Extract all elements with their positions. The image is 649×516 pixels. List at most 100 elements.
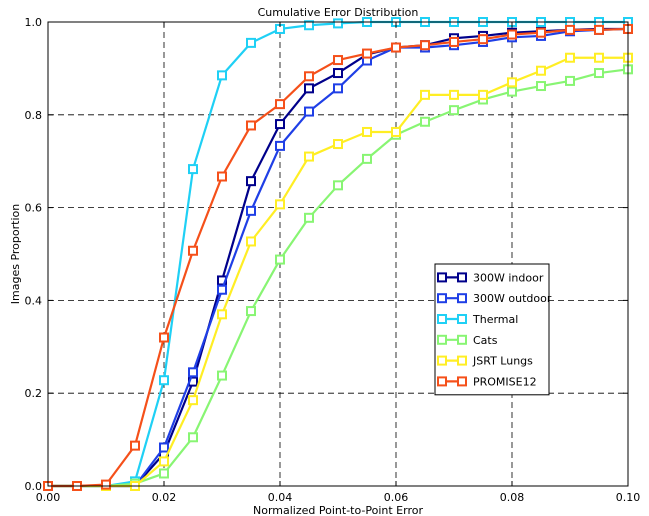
data-point [333,68,343,79]
plot-series [43,17,633,491]
data-point [391,126,401,137]
y-tick-label: 0.0 [25,480,43,493]
data-point [217,284,227,295]
legend-marker [457,314,467,324]
legend-item: PROMISE12 [437,375,537,388]
x-tick-label: 0.08 [500,491,525,504]
data-point [449,105,459,116]
data-point [362,126,372,137]
data-point [478,34,488,45]
data-point [536,65,546,76]
data-point [275,99,285,110]
legend-item: 300W indoor [437,271,544,284]
data-point [159,468,169,479]
data-point [333,139,343,150]
data-point [130,440,140,451]
legend-label: PROMISE12 [473,375,537,388]
x-tick-label: 0.00 [36,491,61,504]
data-point [594,24,604,35]
x-tick-label: 0.10 [616,491,641,504]
legend-label: Cats [473,334,498,347]
series-300w-indoor [43,23,633,491]
legend-marker [437,376,447,387]
data-point [217,70,227,81]
legend-marker [437,334,447,345]
data-point [217,171,227,182]
data-point [362,153,372,164]
series-line [48,27,629,488]
data-point [507,29,517,40]
data-point [275,140,285,151]
data-point [159,456,169,467]
data-point [594,68,604,79]
data-point [420,116,430,127]
y-tick-label: 0.8 [25,109,43,122]
legend: 300W indoor 300W outdoor Thermal Cats JSRT L… [434,263,552,396]
data-point [304,106,314,117]
data-point [304,20,314,31]
data-point [333,18,343,29]
data-point [507,77,517,88]
data-point [565,24,575,35]
data-point [188,245,198,256]
legend-item: 300W outdoor [437,292,552,305]
legend-marker [437,314,447,324]
data-point [275,119,285,130]
y-tick-label: 0.2 [25,387,43,400]
data-point [565,52,575,63]
data-point [188,367,198,378]
data-point [246,306,256,317]
legend-label: JSRT Lungs [472,355,533,368]
data-point [188,395,198,406]
y-tick-label: 0.6 [25,202,43,215]
data-point [594,52,604,63]
data-point [420,89,430,100]
series-line [48,27,629,488]
legend-marker [437,355,447,366]
data-point [159,375,169,386]
data-point [333,55,343,66]
x-tick-label: 0.06 [384,491,409,504]
data-point [536,27,546,38]
legend-item: Cats [437,334,498,347]
legend-box [434,263,550,396]
legend-label: 300W indoor [473,271,544,284]
legend-marker [437,293,447,304]
x-tick-label: 0.04 [268,491,293,504]
legend-item: JSRT Lungs [437,355,533,368]
data-point [304,71,314,82]
legend-marker [457,376,467,387]
data-point [333,83,343,94]
y-tick-label: 0.4 [25,294,43,307]
data-point [188,164,198,175]
data-point [333,180,343,191]
data-point [101,479,111,490]
legend-marker [457,272,467,283]
data-point [217,309,227,320]
y-tick-label: 1.0 [25,16,43,29]
data-point [478,89,488,100]
series-300w-outdoor [43,23,633,491]
data-point [246,37,256,48]
plot-frame [47,21,629,487]
data-point [449,89,459,100]
data-point [159,332,169,343]
data-point [275,199,285,210]
data-point [217,370,227,381]
legend-marker [457,355,467,366]
data-point [362,48,372,59]
x-tick-label: 0.02 [152,491,177,504]
data-point [246,176,256,187]
y-axis-label: Images Proportion [9,204,22,304]
legend-marker [457,293,467,304]
legend-marker [457,334,467,345]
chart-title: Cumulative Error Distribution [258,6,419,19]
legend-item: Thermal [437,313,518,326]
data-point [304,212,314,223]
legend-marker [437,272,447,283]
series-promise12 [43,23,633,491]
legend-label: Thermal [472,313,518,326]
series-line [48,27,628,488]
data-point [304,151,314,162]
